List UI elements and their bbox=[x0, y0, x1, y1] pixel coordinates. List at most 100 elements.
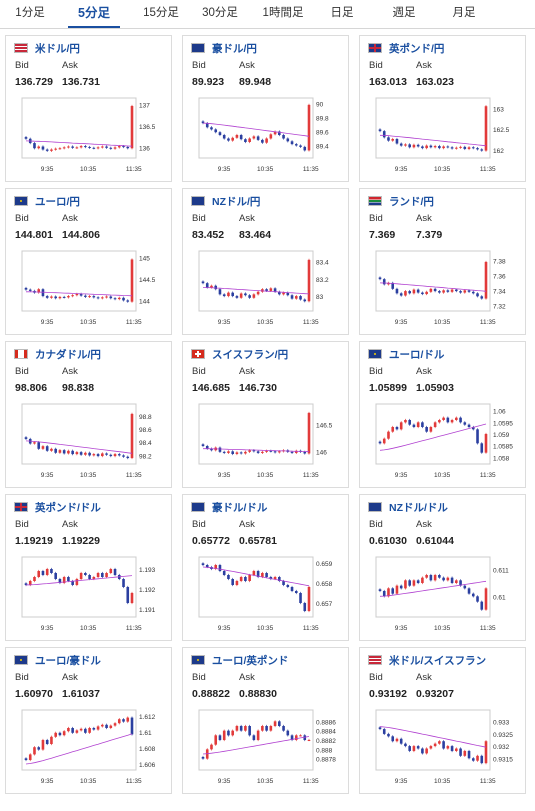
pair-link[interactable]: ユーロ/円 bbox=[35, 196, 80, 208]
moving-average-line bbox=[202, 122, 310, 137]
y-tick-label: 145 bbox=[139, 255, 150, 262]
candle-body bbox=[391, 138, 395, 141]
candle-body bbox=[404, 580, 407, 589]
bid-value: 83.452 bbox=[192, 229, 225, 241]
y-tick-label: 1.059 bbox=[493, 432, 510, 439]
pair-link[interactable]: 英ポンド/円 bbox=[389, 43, 445, 55]
tab-5[interactable]: 日足 bbox=[330, 7, 354, 19]
y-tick-label: 98.4 bbox=[139, 440, 152, 447]
y-tick-label: 1.192 bbox=[139, 587, 156, 594]
candle-body bbox=[126, 146, 130, 149]
ask-value: 7.379 bbox=[416, 229, 443, 241]
candle-body bbox=[92, 147, 96, 149]
pair-link[interactable]: NZドル/ドル bbox=[389, 502, 448, 514]
tab-7[interactable]: 月足 bbox=[452, 7, 476, 19]
plot-frame bbox=[375, 709, 491, 771]
candle-body bbox=[471, 427, 475, 430]
candle-body bbox=[71, 450, 74, 455]
candlestick-chart: 0.933 0.9325 0.932 0.9315 9:35 10:35 11:35 bbox=[375, 709, 513, 785]
candle-body bbox=[265, 289, 268, 291]
candle-body bbox=[433, 575, 437, 581]
candle-body bbox=[476, 429, 479, 444]
candle-body bbox=[416, 289, 420, 293]
pair-link[interactable]: スイスフラン/円 bbox=[212, 349, 289, 361]
candle-body bbox=[37, 571, 41, 577]
candle-body bbox=[105, 453, 108, 455]
candle-body bbox=[256, 136, 260, 140]
x-tick-label: 9:35 bbox=[218, 472, 231, 479]
candle-body bbox=[303, 735, 307, 740]
candle-body bbox=[218, 132, 222, 135]
candle-body bbox=[201, 563, 205, 565]
bid-label: Bid bbox=[192, 60, 206, 71]
candle-body bbox=[382, 279, 386, 285]
tab-0[interactable]: 1分足 bbox=[15, 7, 45, 19]
candle-body bbox=[101, 724, 104, 727]
candle-body bbox=[299, 296, 302, 300]
y-tick-label: 89.6 bbox=[316, 130, 329, 137]
candle-body bbox=[126, 300, 130, 302]
x-tick-label: 11:35 bbox=[480, 319, 496, 326]
candle-body bbox=[67, 577, 70, 581]
pair-link[interactable]: ランド/円 bbox=[389, 196, 434, 208]
bid-label: Bid bbox=[15, 213, 29, 224]
candle-body bbox=[433, 288, 437, 292]
pair-link[interactable]: 豪ドル/円 bbox=[212, 43, 257, 55]
bid-label: Bid bbox=[369, 366, 383, 377]
candle-body bbox=[231, 730, 234, 736]
candle-body bbox=[463, 750, 467, 756]
pair-link[interactable]: カナダドル/円 bbox=[35, 349, 101, 361]
pair-link[interactable]: ユーロ/ドル bbox=[389, 349, 445, 361]
au-flag-icon bbox=[191, 43, 205, 53]
pair-link[interactable]: 米ドル/スイスフラン bbox=[389, 655, 487, 667]
x-tick-label: 10:35 bbox=[257, 625, 274, 632]
y-tick-label: 136.5 bbox=[139, 124, 156, 131]
x-tick-label: 11:35 bbox=[303, 319, 319, 326]
y-tick-label: 83.2 bbox=[316, 277, 329, 284]
currency-card: NZドル/ドル Bid Ask 0.61030 0.61044 0.611 0.61 9:35… bbox=[359, 494, 526, 641]
candlestick-chart: 0.8886 0.8884 0.8882 0.888 0.8878 9:35 10:35 11… bbox=[198, 709, 336, 785]
candle-body bbox=[58, 450, 62, 453]
candle-body bbox=[467, 147, 471, 149]
tab-6[interactable]: 週足 bbox=[392, 7, 416, 19]
tab-1[interactable]: 5分足 bbox=[68, 0, 120, 28]
candle-body bbox=[480, 443, 484, 453]
pair-link[interactable]: ユーロ/豪ドル bbox=[35, 655, 101, 667]
x-tick-label: 9:35 bbox=[218, 625, 231, 632]
candlestick-chart: 0.611 0.61 9:35 10:35 11:35 bbox=[375, 556, 509, 632]
x-tick-label: 11:35 bbox=[480, 778, 496, 785]
pair-link[interactable]: 英ポンド/ドル bbox=[35, 502, 101, 514]
candle-body bbox=[37, 289, 41, 293]
candle-body bbox=[92, 454, 96, 456]
x-tick-label: 9:35 bbox=[395, 625, 408, 632]
pair-link[interactable]: 豪ドル/ドル bbox=[212, 502, 268, 514]
candle-body bbox=[109, 147, 113, 149]
moving-average-line bbox=[202, 736, 310, 755]
candle-body bbox=[438, 420, 441, 423]
candle-body bbox=[442, 417, 445, 420]
candle-body bbox=[290, 141, 294, 145]
candle-body bbox=[71, 728, 74, 733]
x-tick-label: 9:35 bbox=[41, 778, 54, 785]
y-tick-label: 0.8882 bbox=[316, 738, 336, 745]
tab-2[interactable]: 15分足 bbox=[143, 7, 179, 19]
y-tick-label: 1.0595 bbox=[493, 420, 513, 427]
candle-body bbox=[467, 424, 471, 427]
candle-body bbox=[244, 293, 247, 296]
pair-link[interactable]: ユーロ/英ポンド bbox=[212, 655, 289, 667]
candle-body bbox=[378, 727, 382, 730]
nz-flag-icon bbox=[191, 196, 205, 206]
plot-frame bbox=[198, 97, 314, 159]
candle-body bbox=[88, 452, 91, 456]
candle-body bbox=[71, 146, 74, 148]
candle-body bbox=[45, 149, 49, 151]
tab-4[interactable]: 1時間足 bbox=[262, 7, 304, 19]
pair-link[interactable]: 米ドル/円 bbox=[35, 43, 80, 55]
candle-body bbox=[294, 735, 298, 740]
candle-body bbox=[307, 412, 311, 454]
x-tick-label: 11:35 bbox=[303, 472, 319, 479]
tab-3[interactable]: 30分足 bbox=[202, 7, 238, 19]
candle-body bbox=[455, 147, 458, 149]
candle-body bbox=[391, 282, 395, 289]
pair-link[interactable]: NZドル/円 bbox=[212, 196, 261, 208]
